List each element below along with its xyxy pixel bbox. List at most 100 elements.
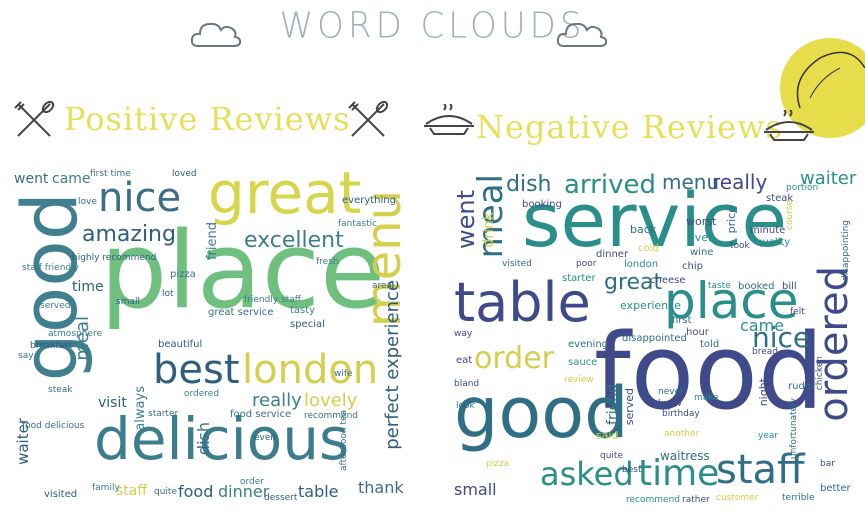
word-cheese: cheese bbox=[650, 275, 686, 286]
word-quality: quality bbox=[756, 237, 791, 248]
word-ordered: ordered bbox=[184, 389, 220, 399]
word-small: small bbox=[116, 297, 140, 307]
word-wine: wine bbox=[690, 247, 714, 258]
word-know: know bbox=[658, 399, 682, 409]
word-bill: bill bbox=[782, 281, 797, 292]
positive-word-cloud: good place delicious great menu nice bes… bbox=[8, 160, 418, 508]
word-went: went bbox=[14, 171, 49, 187]
word-arrived: arrived bbox=[564, 170, 656, 200]
pie-dish-icon bbox=[764, 110, 814, 141]
word-recommend: recommend bbox=[304, 411, 358, 421]
word-food: food bbox=[594, 311, 824, 433]
word-night: night bbox=[757, 378, 770, 407]
word-perfect-experience: perfect experience bbox=[382, 280, 403, 450]
word-came: came bbox=[52, 171, 91, 187]
word-quite: quite bbox=[600, 451, 623, 461]
word-great-service: great service bbox=[208, 307, 274, 318]
cloud-icon bbox=[190, 22, 242, 47]
word-tasty: tasty bbox=[290, 305, 316, 316]
word-customer: customer bbox=[716, 493, 759, 503]
word-dinner: dinner bbox=[218, 482, 270, 501]
word-love: love bbox=[78, 197, 97, 207]
word-pizza: pizza bbox=[170, 269, 196, 280]
word-time: time bbox=[72, 279, 104, 295]
lemon-icon bbox=[780, 38, 865, 138]
word-food-delicious: food delicious bbox=[22, 421, 85, 431]
word-disappointed: disappointed bbox=[622, 333, 687, 344]
word-delicious: delicious bbox=[94, 405, 350, 473]
word-highly-recommend: highly recommend bbox=[72, 253, 157, 263]
word-served: served bbox=[623, 388, 636, 426]
word-cold: cold bbox=[638, 243, 659, 254]
word-took: took bbox=[730, 241, 750, 251]
word-waiter: waiter bbox=[800, 168, 857, 189]
word-ordered: ordered bbox=[811, 266, 857, 422]
word-visited: visited bbox=[502, 259, 532, 269]
word-review: review bbox=[564, 375, 594, 385]
word-served: served bbox=[40, 301, 71, 311]
word-came: came bbox=[740, 316, 785, 335]
word-quite: quite bbox=[154, 487, 177, 497]
word-waitress: waitress bbox=[660, 449, 710, 463]
word-amazing: amazing bbox=[82, 222, 176, 247]
word-birthday: birthday bbox=[662, 409, 700, 419]
page-title: WORD CLOUDS bbox=[279, 5, 586, 47]
word-minute: minute bbox=[750, 225, 786, 236]
word-portion: portion bbox=[786, 183, 819, 193]
word-service: service bbox=[522, 178, 788, 264]
word-nice: nice bbox=[752, 321, 811, 354]
word-nice: nice bbox=[98, 175, 182, 221]
word-small: small bbox=[454, 480, 497, 499]
word-felt: felt bbox=[790, 307, 805, 317]
word-worst: worst bbox=[686, 215, 717, 228]
word-pizza: pizza bbox=[486, 459, 510, 469]
word-friend: friend bbox=[205, 222, 220, 261]
word-bar: bar bbox=[820, 459, 835, 469]
word-family: family bbox=[92, 483, 120, 493]
negative-word-cloud: food service good table place meal went … bbox=[444, 160, 862, 508]
word-wife: wife bbox=[334, 369, 353, 379]
word-even: even bbox=[254, 433, 277, 443]
word-area: area bbox=[372, 281, 393, 291]
word-better: better bbox=[820, 483, 851, 494]
word-special: special bbox=[290, 319, 325, 330]
word-poor: poor bbox=[576, 259, 597, 269]
word-make: make bbox=[694, 393, 719, 403]
word-booked: booked bbox=[738, 281, 775, 292]
word-recommend: recommend bbox=[626, 495, 680, 505]
word-first-time: first time bbox=[90, 169, 131, 179]
word-table: table bbox=[454, 271, 591, 334]
word-time: time bbox=[638, 453, 720, 494]
positive-heading: Positive Reviews bbox=[64, 100, 351, 138]
word-london: london bbox=[624, 259, 659, 270]
word-staff: staff bbox=[716, 447, 805, 493]
word-never: never bbox=[658, 387, 684, 397]
word-say: say bbox=[18, 351, 34, 361]
word-chicken: chicken bbox=[815, 356, 825, 391]
word-fantastic: fantastic bbox=[338, 219, 378, 229]
word-staff-friendly: staff friendly bbox=[22, 263, 79, 273]
word-starter: starter bbox=[148, 409, 179, 419]
word-experience: experience bbox=[620, 299, 681, 312]
word-year: year bbox=[758, 431, 779, 441]
word-lovely: lovely bbox=[304, 390, 358, 411]
word-steak: steak bbox=[48, 385, 73, 395]
word-great: great bbox=[604, 270, 663, 295]
word-taste: taste bbox=[708, 281, 731, 291]
word-told: told bbox=[700, 339, 720, 350]
word-friendly-staff: friendly staff bbox=[244, 295, 301, 305]
word-terrible: terrible bbox=[782, 493, 815, 503]
word-beautiful: beautiful bbox=[158, 339, 203, 350]
word-look: look bbox=[456, 401, 475, 411]
word-dish: dish bbox=[506, 172, 552, 197]
word-food: food bbox=[178, 482, 214, 501]
word-another: another bbox=[664, 429, 700, 439]
word-best: best bbox=[153, 347, 240, 393]
word-loved: loved bbox=[172, 169, 197, 179]
cutlery-icon bbox=[348, 100, 389, 137]
word-food-service: food service bbox=[230, 409, 292, 420]
word-staff: staff bbox=[116, 483, 148, 499]
word-sauce: sauce bbox=[568, 357, 598, 368]
word-drink: drink bbox=[481, 212, 497, 248]
word-booking: booking bbox=[522, 199, 562, 210]
